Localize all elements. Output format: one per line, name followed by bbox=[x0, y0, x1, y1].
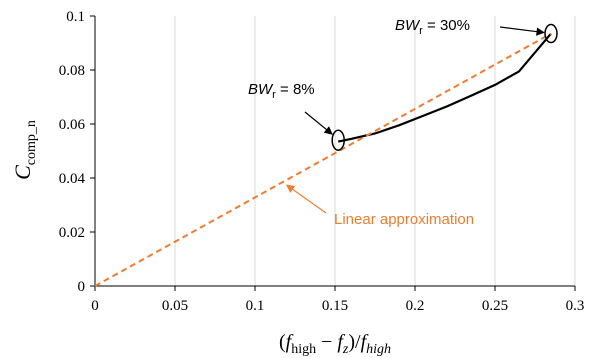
x-tick-label: 0.2 bbox=[406, 298, 425, 314]
x-tick-label: 0.3 bbox=[566, 298, 585, 314]
linear-approximation-arrow bbox=[285, 184, 327, 214]
series-layer bbox=[94, 32, 552, 287]
linear-approximation-line bbox=[94, 32, 552, 287]
bw8-label: BWr = 8% bbox=[248, 81, 315, 101]
tick-labels: 0 0.05 0.1 0.15 0.2 0.25 0.3 0 0.02 0.04 0.06 0.08 0… bbox=[59, 9, 585, 314]
x-tick-label: 0.1 bbox=[246, 298, 265, 314]
y-tick-label: 0.08 bbox=[59, 63, 85, 79]
axes bbox=[90, 15, 576, 291]
x-axis-title: (fhigh − fz)/fhigh bbox=[279, 331, 391, 357]
y-tick-label: 0.1 bbox=[66, 9, 85, 25]
bw8-label-rest: = 8% bbox=[276, 81, 315, 98]
x-tick-label: 0.05 bbox=[162, 298, 188, 314]
y-axis-title: Ccomp_n bbox=[10, 120, 39, 180]
bw30-marker-ellipse bbox=[544, 23, 558, 44]
bw30-label-sub: r bbox=[419, 25, 423, 37]
x-tick-label: 0.15 bbox=[322, 298, 348, 314]
x-tick-label: 0 bbox=[91, 298, 99, 314]
y-tick-label: 0.04 bbox=[59, 171, 86, 187]
annotations-layer: BWr = 8%BWr = 30%Linear approximation bbox=[248, 17, 558, 228]
data-curve bbox=[337, 32, 552, 143]
bw30-label-main: BW bbox=[395, 17, 421, 34]
grid-lines bbox=[174, 16, 576, 286]
bw30-arrow bbox=[499, 26, 545, 36]
bw8-label-sub: r bbox=[272, 89, 276, 101]
y-tick-label: 0.02 bbox=[59, 225, 85, 241]
bw30-label-rest: = 30% bbox=[423, 17, 470, 34]
x-tick-label: 0.25 bbox=[482, 298, 508, 314]
y-tick-label: 0.06 bbox=[59, 117, 86, 133]
bw8-label-main: BW bbox=[248, 81, 274, 98]
bw8-marker-ellipse bbox=[331, 129, 345, 151]
y-tick-label: 0 bbox=[78, 279, 86, 295]
bw30-label: BWr = 30% bbox=[395, 17, 470, 37]
bw8-arrow bbox=[304, 111, 333, 135]
linear-approximation-label: Linear approximation bbox=[334, 211, 474, 228]
